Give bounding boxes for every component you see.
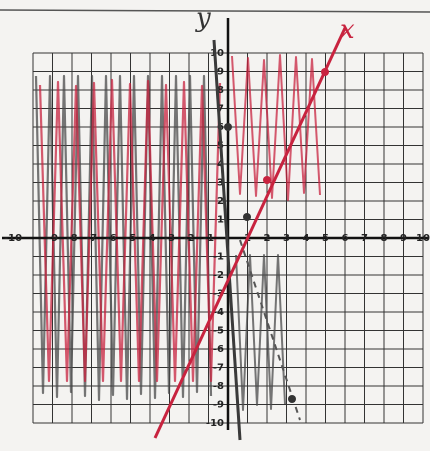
point [263,176,271,184]
y-tick-label: -2 [213,270,224,281]
graph: -10-9-8-7-6-5-4-3-2-112345678910-10-9-8-… [0,0,430,451]
x-tick-label: 7 [361,233,368,244]
x-tick-label: 2 [264,233,271,244]
y-axis-label: y [195,3,211,33]
x-tick-label: -9 [47,233,58,244]
point [224,123,232,131]
x-tick-label: -4 [144,233,155,244]
y-tick-label: -5 [213,326,224,337]
y-tick-label: -8 [213,381,224,392]
y-tick-label: -9 [213,400,224,411]
page: -10-9-8-7-6-5-4-3-2-112345678910-10-9-8-… [0,0,430,451]
y-tick-label: -1 [213,252,224,263]
x-tick-label: 4 [303,233,310,244]
y-tick-label: 9 [217,67,224,78]
x-tick-label: 10 [416,233,430,244]
x-tick-label: 3 [283,233,290,244]
x-tick-label: -2 [183,233,194,244]
x-tick-label: 6 [342,233,349,244]
point [288,395,296,403]
x-tick-label: -1 [203,233,214,244]
point [321,68,329,76]
x-tick-label: -7 [86,233,97,244]
x-tick-label: -6 [105,233,116,244]
x-tick-label: -10 [4,233,22,244]
x-tick-label: -3 [164,233,175,244]
point [243,213,251,221]
x-tick-label: -8 [66,233,77,244]
y-tick-label: -10 [206,418,224,429]
x-line-label: x [340,15,355,45]
x-tick-label: 5 [322,233,329,244]
x-tick-label: 9 [400,233,407,244]
y-tick-label: -7 [213,363,224,374]
y-tick-label: 1 [217,215,224,226]
y-tick-label: -6 [213,344,224,355]
y-tick-label: 10 [210,48,224,59]
x-tick-label: -5 [125,233,136,244]
x-tick-label: 8 [381,233,388,244]
